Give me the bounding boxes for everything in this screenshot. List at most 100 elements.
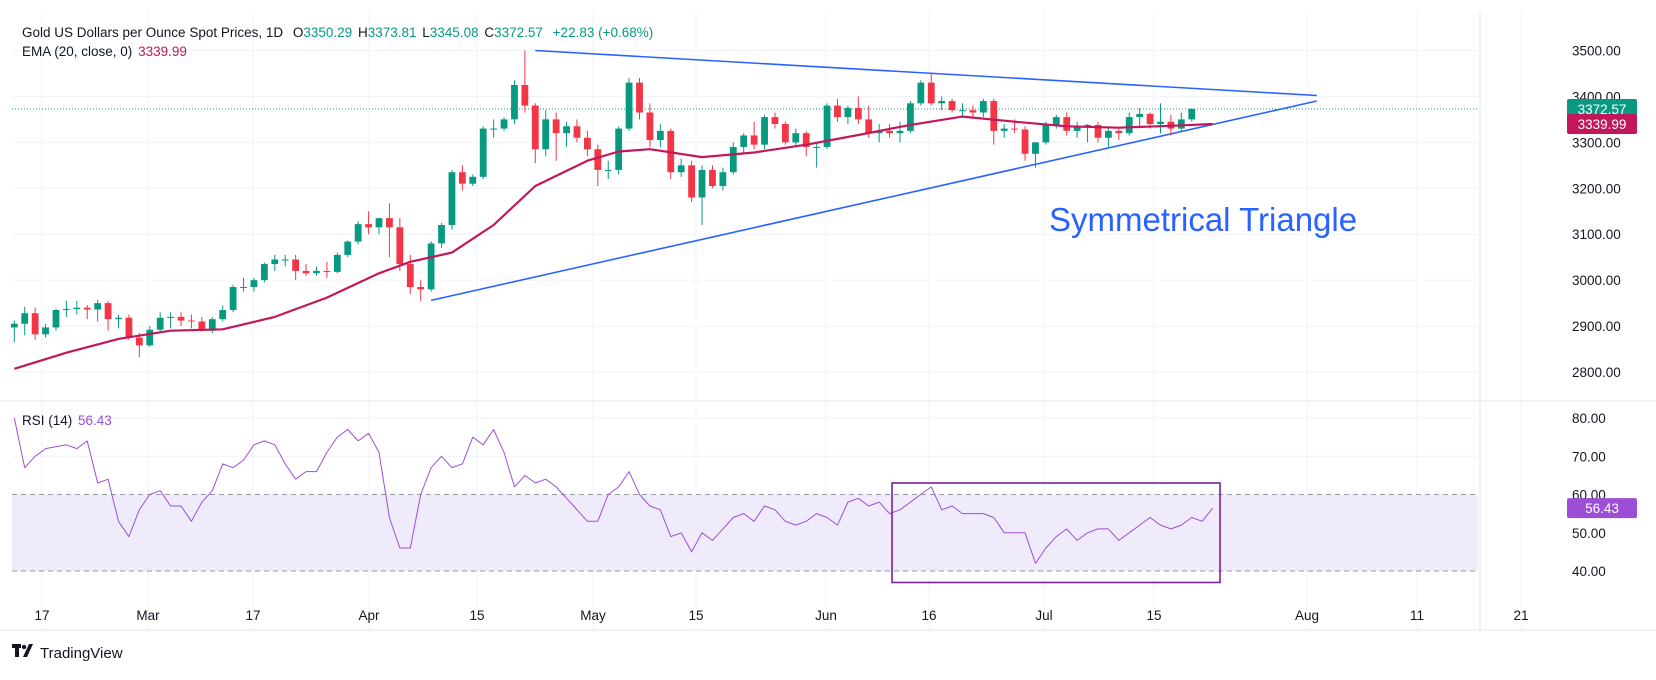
rsi-value-tag: 56.43	[1567, 498, 1637, 519]
tradingview-logo[interactable]: TradingView	[12, 644, 123, 662]
ema-layer	[13, 115, 1213, 370]
candle-body	[1011, 128, 1019, 130]
candle	[438, 222, 445, 248]
candle	[469, 174, 477, 186]
annotation-layer: Symmetrical Triangle	[1049, 201, 1357, 238]
candle-body	[552, 119, 560, 134]
candle-body	[802, 133, 810, 147]
time-tick-label: Aug	[1295, 608, 1319, 623]
candle-body	[21, 313, 29, 324]
candle	[458, 165, 466, 191]
candle-body	[94, 303, 102, 310]
candle	[115, 314, 122, 329]
rsi-band	[12, 494, 1478, 571]
candle-body	[688, 165, 695, 198]
candle-body	[458, 172, 466, 184]
candle-body	[313, 270, 320, 274]
candle-body	[417, 287, 425, 290]
ohlc-value-c: 3372.57	[494, 25, 543, 40]
candle-body	[1188, 108, 1196, 120]
candle-body	[73, 307, 81, 310]
candle	[615, 126, 623, 175]
ohlc-value-h: 3373.81	[367, 25, 417, 40]
candle	[52, 308, 60, 331]
candle-body	[208, 319, 216, 331]
time-tick-label: Mar	[136, 608, 160, 623]
candle	[990, 98, 998, 145]
candle-body	[1084, 124, 1091, 127]
candle	[563, 121, 570, 147]
candle-body	[281, 259, 289, 261]
candle-body	[1073, 126, 1081, 131]
candle	[948, 98, 956, 113]
chart-title: Gold US Dollars per Ounce Spot Prices, 1…	[22, 25, 284, 40]
candle-body	[52, 309, 60, 328]
candle	[1032, 142, 1039, 168]
candle	[1073, 121, 1081, 138]
candle	[698, 165, 706, 226]
candle-body	[927, 82, 935, 104]
candle-body	[604, 169, 612, 171]
candle-body	[761, 117, 768, 145]
candle	[354, 221, 362, 245]
candle	[125, 314, 133, 340]
candle	[959, 103, 966, 118]
candle-body	[896, 130, 904, 134]
candle	[604, 160, 612, 180]
candle-body	[1052, 117, 1060, 125]
candle-body	[542, 119, 550, 150]
time-tick-label: 17	[245, 608, 260, 623]
candle-body	[448, 172, 456, 226]
candle-body	[594, 149, 602, 170]
candle-body	[31, 313, 39, 335]
candle	[625, 78, 633, 131]
candle	[511, 80, 518, 124]
rsi-tick-label: 40.00	[1572, 564, 1606, 579]
candle	[740, 133, 748, 154]
candle	[917, 80, 925, 106]
time-tick-label: 15	[1146, 608, 1161, 623]
candle-body	[104, 303, 112, 320]
candle	[250, 277, 258, 292]
candle	[1094, 121, 1102, 143]
candle-body	[781, 123, 789, 143]
candle-body	[1157, 121, 1164, 124]
candle	[229, 284, 237, 313]
legend-rsi: RSI (14) 56.43	[22, 413, 112, 428]
candle	[907, 101, 914, 134]
candle-body	[302, 270, 310, 274]
candle-body	[1105, 130, 1112, 138]
candle-body	[438, 225, 445, 244]
candle-body	[990, 101, 998, 131]
candle-body	[292, 259, 300, 271]
price-tick-label: 3000.00	[1572, 273, 1621, 288]
candle	[729, 142, 737, 175]
candle	[1125, 112, 1133, 136]
candle-body	[750, 135, 758, 145]
candle	[792, 128, 800, 147]
rsi-layer	[13, 417, 1221, 584]
candle	[584, 130, 591, 157]
candle-body	[813, 146, 821, 148]
candle	[552, 112, 560, 161]
candle-body	[406, 264, 414, 288]
candle-body	[198, 321, 206, 331]
candle-body	[1042, 124, 1050, 143]
last-price-tag-text: 3372.57	[1578, 102, 1627, 117]
candle	[1063, 112, 1071, 136]
candle-body	[427, 243, 435, 290]
candle	[73, 300, 81, 315]
price-tick-label: 3200.00	[1572, 181, 1621, 196]
ohlc-value-o: 3350.29	[303, 25, 353, 40]
ohlc-values: O3350.29 H3373.81 L3345.08 C3372.57	[287, 25, 543, 40]
candle	[417, 280, 425, 301]
candle	[490, 119, 498, 138]
candle-body	[709, 169, 716, 186]
candle-body	[636, 82, 643, 113]
candle	[813, 142, 821, 168]
candle-body	[698, 169, 706, 198]
ohlc-label-l: L	[418, 25, 430, 40]
